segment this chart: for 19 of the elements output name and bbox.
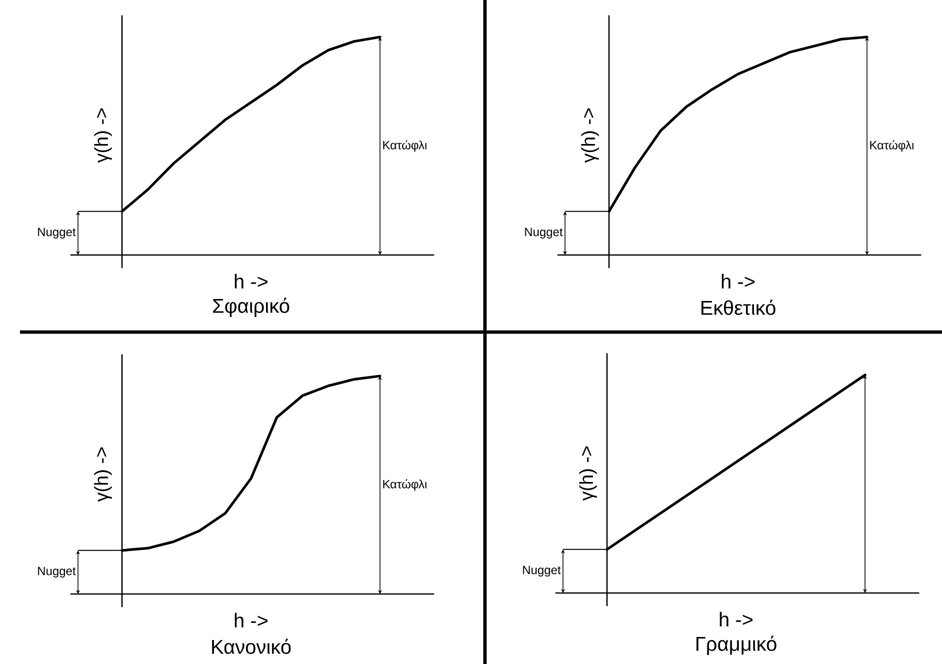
annotation: Κατώφλι [383, 140, 427, 152]
annotation: Κατώφλι [870, 140, 914, 152]
y-axis-title: γ(h) -> [579, 446, 597, 501]
text: Γραμμικό [696, 636, 776, 655]
x-axis-title: h -> [234, 274, 268, 288]
x-axis-title: h -> [720, 612, 753, 626]
text: Nugget [525, 228, 563, 239]
text: Κανονικό [212, 638, 291, 654]
text: Nugget [523, 566, 561, 577]
text: Nugget [38, 228, 76, 239]
text: Εκθετικό [701, 300, 776, 315]
y-axis-title: γ(h) -> [581, 108, 599, 163]
text: Σφαιρικό [213, 298, 290, 317]
x-axis-title: h -> [722, 274, 755, 288]
x-axis-title: h -> [234, 612, 268, 628]
annotation: Κατώφλι [383, 479, 427, 491]
text: Nugget [38, 566, 76, 578]
y-axis-title: γ(h) -> [94, 447, 112, 502]
y-axis-title: γ(h) -> [94, 108, 112, 163]
